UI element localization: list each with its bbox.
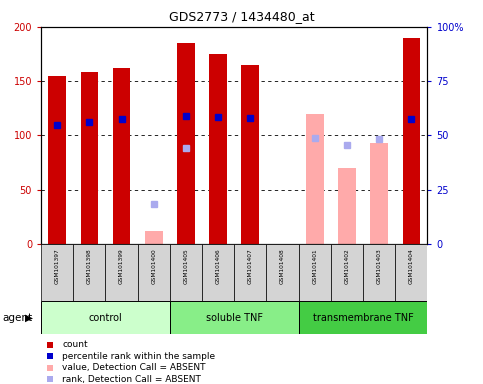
Bar xyxy=(306,114,324,244)
Text: GSM101401: GSM101401 xyxy=(312,248,317,284)
Bar xyxy=(170,244,202,301)
Text: count: count xyxy=(62,340,88,349)
Bar xyxy=(395,244,427,301)
Bar xyxy=(177,175,195,244)
Bar xyxy=(145,231,163,244)
Bar xyxy=(402,38,420,244)
Bar xyxy=(267,244,298,301)
Bar xyxy=(48,76,66,244)
Bar xyxy=(363,244,395,301)
Bar xyxy=(41,301,170,334)
Text: GDS2773 / 1434480_at: GDS2773 / 1434480_at xyxy=(169,10,314,23)
Text: GSM101402: GSM101402 xyxy=(344,248,350,284)
Text: control: control xyxy=(88,313,122,323)
Text: GSM101408: GSM101408 xyxy=(280,248,285,284)
Bar xyxy=(113,68,130,244)
Text: percentile rank within the sample: percentile rank within the sample xyxy=(62,352,215,361)
Text: GSM101407: GSM101407 xyxy=(248,248,253,284)
Text: transmembrane TNF: transmembrane TNF xyxy=(313,313,413,323)
Bar xyxy=(370,143,388,244)
Bar xyxy=(202,244,234,301)
Text: GSM101404: GSM101404 xyxy=(409,248,414,284)
Text: GSM101399: GSM101399 xyxy=(119,248,124,284)
Bar xyxy=(177,43,195,244)
Text: GSM101403: GSM101403 xyxy=(377,248,382,284)
Bar xyxy=(338,168,356,244)
Bar xyxy=(73,244,105,301)
Bar xyxy=(242,65,259,244)
Text: value, Detection Call = ABSENT: value, Detection Call = ABSENT xyxy=(62,363,206,372)
Text: GSM101397: GSM101397 xyxy=(55,248,60,284)
Bar xyxy=(138,244,170,301)
Text: rank, Detection Call = ABSENT: rank, Detection Call = ABSENT xyxy=(62,375,201,384)
Bar xyxy=(298,244,331,301)
Text: GSM101405: GSM101405 xyxy=(184,248,188,284)
Text: GSM101406: GSM101406 xyxy=(215,248,221,284)
Bar xyxy=(170,301,298,334)
Text: GSM101400: GSM101400 xyxy=(151,248,156,284)
Bar xyxy=(81,73,98,244)
Text: agent: agent xyxy=(2,313,32,323)
Bar xyxy=(105,244,138,301)
Bar xyxy=(234,244,267,301)
Bar xyxy=(41,244,73,301)
Text: GSM101398: GSM101398 xyxy=(87,248,92,284)
Text: ▶: ▶ xyxy=(25,313,33,323)
Bar xyxy=(331,244,363,301)
Text: soluble TNF: soluble TNF xyxy=(206,313,263,323)
Bar xyxy=(209,54,227,244)
Bar xyxy=(298,301,427,334)
